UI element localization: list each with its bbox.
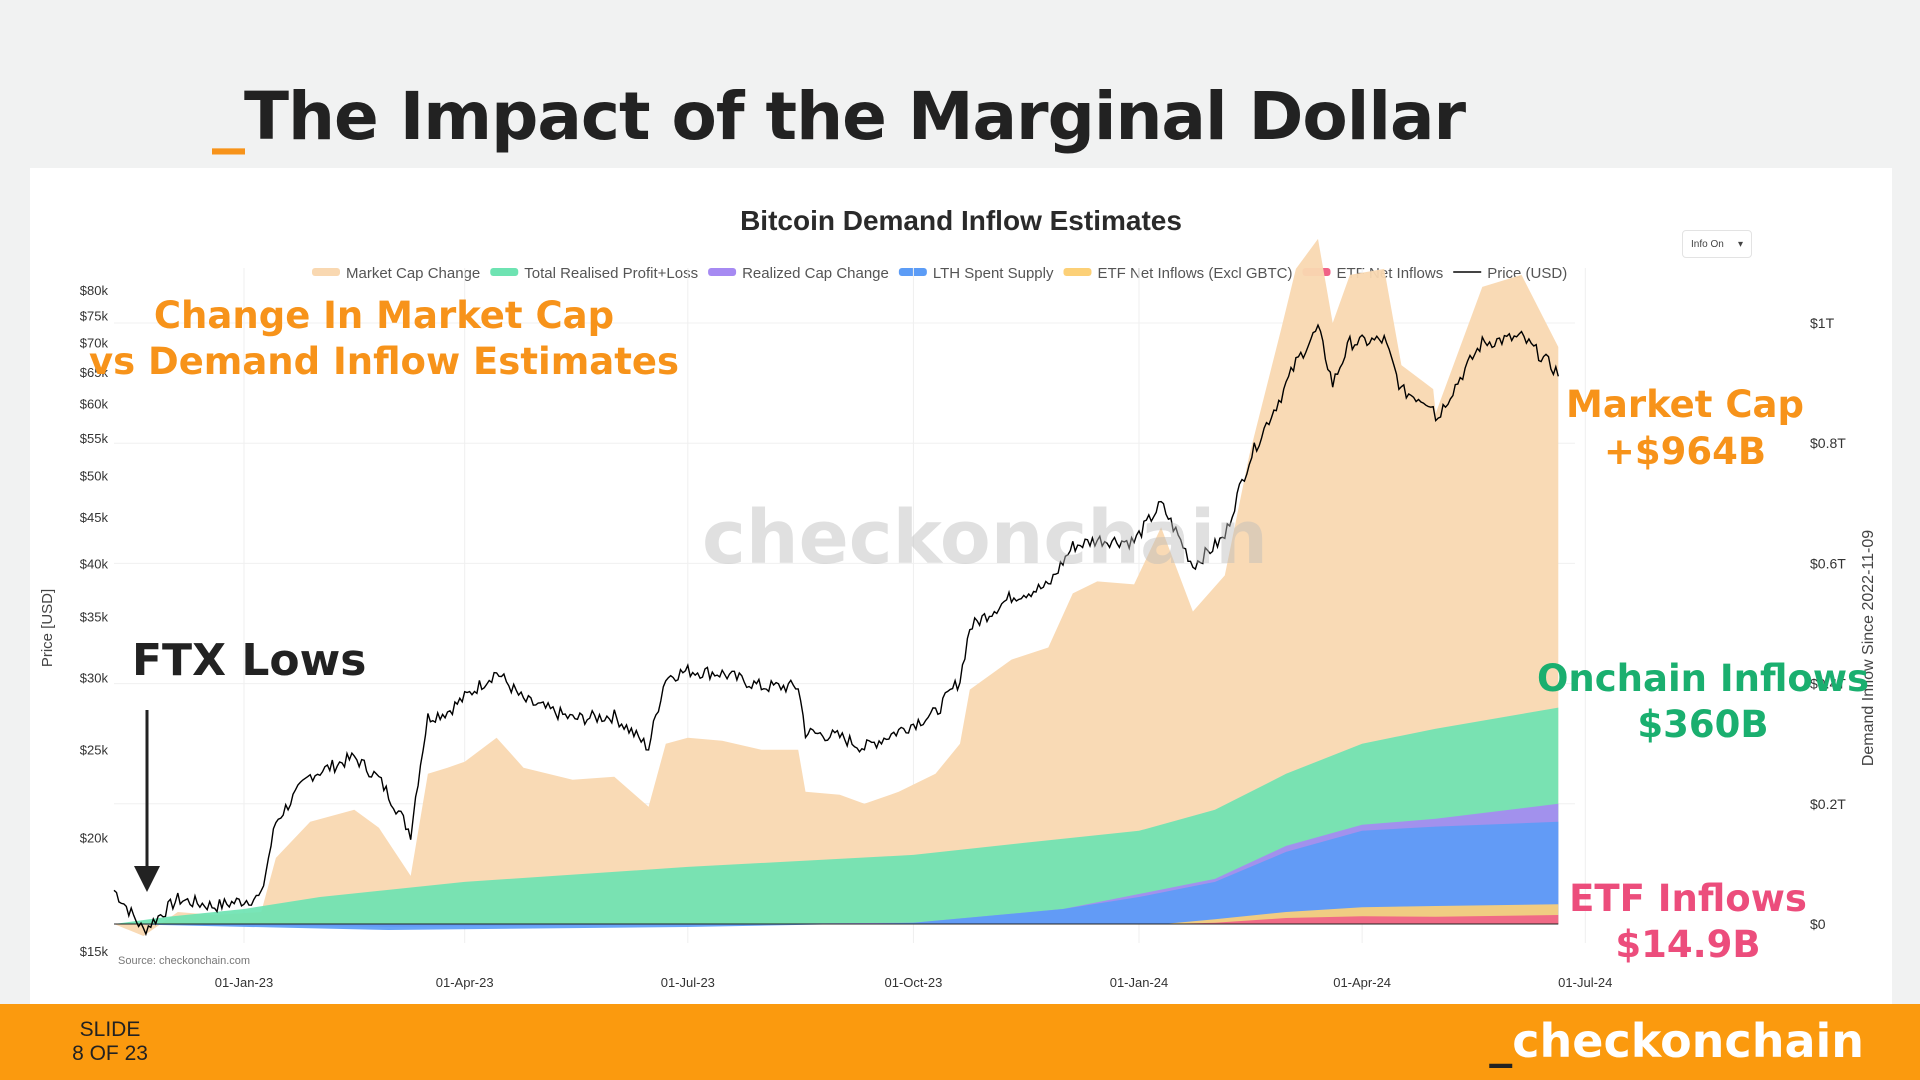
x-tick-label-2: 01-Jul-23 xyxy=(661,975,715,990)
legend-item-4: ETF Net Inflows (Excl GBTC) xyxy=(1097,265,1292,282)
y-left-axis-title: Price [USD] xyxy=(39,589,56,667)
annotation-onchain-value: $360B xyxy=(1637,703,1768,746)
info-toggle-label: Info On xyxy=(1691,238,1724,250)
legend-item-0: Market Cap Change xyxy=(346,265,480,282)
y-left-tick-label-11: $25k xyxy=(80,742,109,757)
legend-swatch-2 xyxy=(708,268,737,276)
y-left-tick-label-13: $15k xyxy=(80,944,109,959)
x-tick-label-1: 01-Apr-23 xyxy=(436,975,494,990)
info-toggle-button[interactable]: Info On ▾ xyxy=(1682,230,1752,258)
y-right-tick-label-4: $0.2T xyxy=(1810,796,1846,812)
brand-logo: _checkonchain xyxy=(1489,1014,1864,1068)
y-left-tick-label-1: $75k xyxy=(80,308,109,323)
total-realised-area xyxy=(114,707,1559,924)
chart-panel: Bitcoin Demand Inflow Estimates Market Ca… xyxy=(30,168,1892,1004)
legend-item-1: Total Realised Profit+Loss xyxy=(524,265,698,282)
demand-inflow-chart: Bitcoin Demand Inflow Estimates Market Ca… xyxy=(39,205,1877,990)
etf-net-inflows-area xyxy=(1163,915,1559,924)
annotation-etf-inflows: ETF Inflows xyxy=(1569,877,1807,920)
source-note: Source: checkonchain.com xyxy=(118,955,250,967)
chart-title: Bitcoin Demand Inflow Estimates xyxy=(740,205,1182,236)
y-left-tick-label-0: $80k xyxy=(80,283,109,298)
y-left-tick-label-5: $55k xyxy=(80,431,109,446)
y-left-tick-label-3: $65k xyxy=(80,365,109,380)
title-underscore: _ xyxy=(212,78,245,155)
y-left-tick-label-7: $45k xyxy=(80,510,109,525)
legend-swatch-1 xyxy=(490,268,519,276)
legend-swatch-3 xyxy=(898,268,927,276)
x-tick-label-0: 01-Jan-23 xyxy=(215,975,274,990)
annotation-headline-line2: vs Demand Inflow Estimates xyxy=(89,340,679,383)
y-right-tick-label-0: $1T xyxy=(1810,315,1835,331)
y-right-tick-label-3: $0.4T xyxy=(1810,676,1846,692)
x-tick-label-5: 01-Apr-24 xyxy=(1333,975,1391,990)
lth-spent-supply-area xyxy=(114,821,1559,930)
y-right-tick-label-2: $0.6T xyxy=(1810,555,1846,571)
price-line xyxy=(113,323,1559,937)
brand-text: checkonchain xyxy=(1512,1014,1864,1068)
y-left-tick-label-6: $50k xyxy=(80,469,109,484)
legend-swatch-4 xyxy=(1063,268,1092,276)
y-right-tick-label-5: $0 xyxy=(1810,916,1826,932)
slide-count: 8 OF 23 xyxy=(72,1042,148,1065)
annotation-market-cap-value: +$964B xyxy=(1604,430,1766,473)
y-left-tick-label-4: $60k xyxy=(80,397,109,412)
legend-item-6: Price (USD) xyxy=(1487,265,1567,282)
market-cap-change-area xyxy=(114,238,1559,936)
legend-item-2: Realized Cap Change xyxy=(742,265,889,282)
annotation-headline-line1: Change In Market Cap xyxy=(154,294,614,337)
annotation-onchain-inflows: Onchain Inflows xyxy=(1537,657,1869,700)
annotation-market-cap: Market Cap xyxy=(1566,383,1804,426)
annotation-ftx-lows: FTX Lows xyxy=(132,635,366,686)
y-left-tick-label-10: $30k xyxy=(80,670,109,685)
x-tick-label-3: 01-Oct-23 xyxy=(885,975,943,990)
y-left-tick-label-12: $20k xyxy=(80,830,109,845)
footer-bar: SLIDE 8 OF 23 _checkonchain xyxy=(0,1004,1920,1080)
title-text: The Impact of the Marginal Dollar xyxy=(244,78,1466,155)
watermark: checkonchain xyxy=(702,495,1268,581)
y-left-tick-label-8: $40k xyxy=(80,557,109,572)
y-left-tick-label-2: $70k xyxy=(80,336,109,351)
y-left-tick-label-9: $35k xyxy=(80,609,109,624)
ftx-arrow-head xyxy=(134,866,160,892)
slide-title: _The Impact of the Marginal Dollar xyxy=(212,78,1466,155)
annotation-etf-value: $14.9B xyxy=(1615,923,1760,966)
x-tick-label-6: 01-Jul-24 xyxy=(1558,975,1612,990)
y-right-axis-title: Demand Inflow Since 2022-11-09 xyxy=(1860,530,1877,766)
legend-swatch-0 xyxy=(312,268,340,276)
chevron-down-icon: ▾ xyxy=(1737,238,1743,250)
legend-item-3: LTH Spent Supply xyxy=(933,265,1054,282)
slide-number: SLIDE 8 OF 23 xyxy=(70,1018,150,1066)
x-tick-label-4: 01-Jan-24 xyxy=(1110,975,1169,990)
y-right-tick-label-1: $0.8T xyxy=(1810,435,1846,451)
slide-label: SLIDE xyxy=(79,1018,141,1041)
brand-underscore: _ xyxy=(1489,1014,1513,1068)
